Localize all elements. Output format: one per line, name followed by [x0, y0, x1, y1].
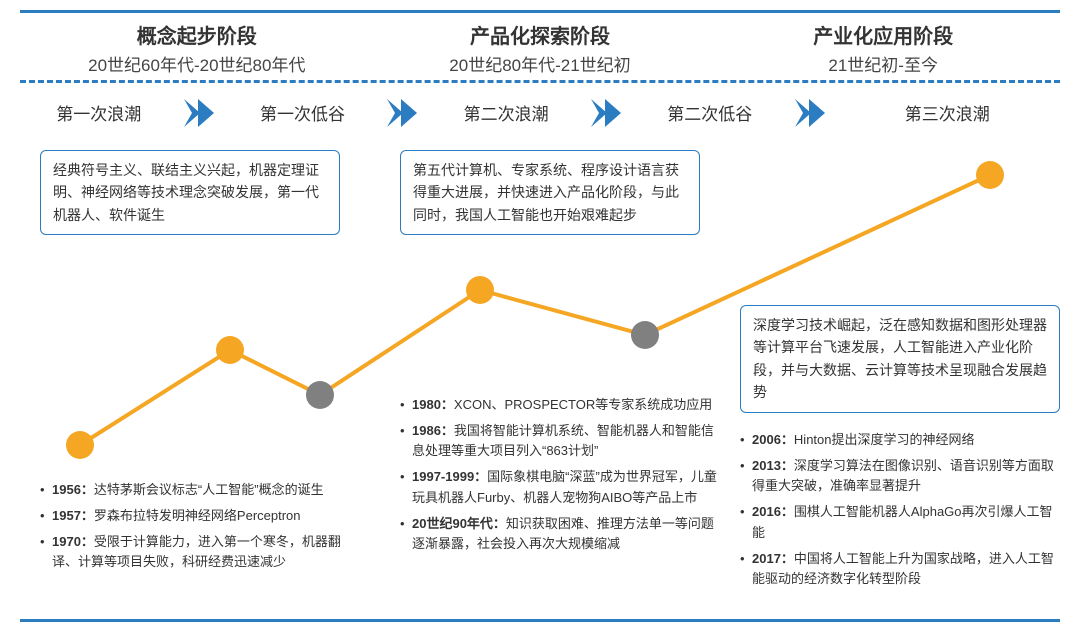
wave-label: 第三次浪潮 — [835, 95, 1060, 130]
bullet-text: 达特茅斯会议标志“人工智能”概念的诞生 — [94, 482, 324, 497]
bullet-text: 罗森布拉特发明神经网络Perceptron — [94, 508, 301, 523]
phase-desc-right: 深度学习技术崛起，泛在感知数据和图形处理器等计算平台飞速发展，人工智能进入产业化… — [740, 305, 1060, 413]
phase-title: 产业化应用阶段 — [706, 20, 1060, 49]
bullet-item: 1970：受限于计算能力，进入第一个寒冬，机器翻译、计算等项目失败，科研经费迅速… — [40, 532, 360, 572]
bullet-year: 1970： — [52, 534, 94, 549]
phase-title: 概念起步阶段 — [20, 20, 374, 49]
dashed-divider — [20, 80, 1060, 83]
timeline-dot — [306, 381, 334, 409]
bullet-item: 2017：中国将人工智能上升为国家战略，进入人工智能驱动的经济数字化转型阶段 — [740, 549, 1060, 589]
bullet-item: 1986：我国将智能计算机系统、智能机器人和智能信息处理等重大项目列入“863计… — [400, 421, 720, 461]
bullet-item: 2016：围棋人工智能机器人AlphaGo再次引爆人工智能 — [740, 502, 1060, 542]
bullet-text: 围棋人工智能机器人AlphaGo再次引爆人工智能 — [752, 504, 1053, 539]
bullet-year: 1986： — [412, 423, 454, 438]
timeline-dot — [976, 161, 1004, 189]
chevron-arrow-icon — [387, 99, 421, 127]
chevron-arrow-icon — [184, 99, 218, 127]
phase-subtitle: 21世纪初-至今 — [706, 51, 1060, 76]
phase-header: 产品化探索阶段20世纪80年代-21世纪初 — [374, 20, 707, 76]
bullet-year: 20世纪90年代： — [412, 516, 506, 531]
phase-desc-left: 经典符号主义、联结主义兴起，机器定理证明、神经网络等技术理念突破发展，第一代机器… — [40, 150, 340, 235]
bullets-mid: 1980：XCON、PROSPECTOR等专家系统成功应用1986：我国将智能计… — [400, 395, 720, 560]
bullet-item: 1956：达特茅斯会议标志“人工智能”概念的诞生 — [40, 480, 360, 500]
timeline-dot — [66, 431, 94, 459]
bullet-year: 1956： — [52, 482, 94, 497]
wave-label: 第二次浪潮 — [427, 95, 585, 130]
bullets-left: 1956：达特茅斯会议标志“人工智能”概念的诞生1957：罗森布拉特发明神经网络… — [40, 480, 360, 579]
chevron-arrow-icon — [795, 99, 829, 127]
phase-subtitle: 20世纪60年代-20世纪80年代 — [20, 51, 374, 76]
wave-label: 第一次浪潮 — [20, 95, 178, 130]
phase-header-row: 概念起步阶段20世纪60年代-20世纪80年代产品化探索阶段20世纪80年代-2… — [20, 20, 1060, 76]
timeline-dot — [216, 336, 244, 364]
bullet-year: 2016： — [752, 504, 794, 519]
phase-desc-mid: 第五代计算机、专家系统、程序设计语言获得重大进展，并快速进入产品化阶段，与此同时… — [400, 150, 700, 235]
phase-header: 概念起步阶段20世纪60年代-20世纪80年代 — [20, 20, 374, 76]
bullet-year: 1997-1999： — [412, 469, 487, 484]
bullet-item: 1980：XCON、PROSPECTOR等专家系统成功应用 — [400, 395, 720, 415]
bullet-item: 1957：罗森布拉特发明神经网络Perceptron — [40, 506, 360, 526]
wave-label: 第二次低谷 — [631, 95, 789, 130]
phase-header: 产业化应用阶段21世纪初-至今 — [706, 20, 1060, 76]
bullet-item: 2006：Hinton提出深度学习的神经网络 — [740, 430, 1060, 450]
bullet-year: 2006： — [752, 432, 794, 447]
bullet-year: 2013： — [752, 458, 794, 473]
bullet-item: 2013：深度学习算法在图像识别、语音识别等方面取得重大突破，准确率显著提升 — [740, 456, 1060, 496]
bullet-text: Hinton提出深度学习的神经网络 — [794, 432, 975, 447]
chevron-arrow-icon — [591, 99, 625, 127]
bullet-year: 1980： — [412, 397, 454, 412]
bullet-year: 2017： — [752, 551, 794, 566]
phase-title: 产品化探索阶段 — [374, 20, 707, 49]
top-rule — [20, 10, 1060, 13]
bullets-right: 2006：Hinton提出深度学习的神经网络2013：深度学习算法在图像识别、语… — [740, 430, 1060, 595]
bullet-text: 受限于计算能力，进入第一个寒冬，机器翻译、计算等项目失败，科研经费迅速减少 — [52, 534, 341, 569]
bullet-text: 我国将智能计算机系统、智能机器人和智能信息处理等重大项目列入“863计划” — [412, 423, 714, 458]
bullet-item: 1997-1999：国际象棋电脑“深蓝”成为世界冠军，儿童玩具机器人Furby、… — [400, 467, 720, 507]
wave-row: 第一次浪潮 第一次低谷 第二次浪潮 第二次低谷 第三次浪潮 — [20, 95, 1060, 130]
bullet-item: 20世纪90年代：知识获取困难、推理方法单一等问题逐渐暴露，社会投入再次大规模缩… — [400, 514, 720, 554]
phase-subtitle: 20世纪80年代-21世纪初 — [374, 51, 707, 76]
bullet-text: 深度学习算法在图像识别、语音识别等方面取得重大突破，准确率显著提升 — [752, 458, 1054, 493]
timeline-dot — [466, 276, 494, 304]
bullet-text: XCON、PROSPECTOR等专家系统成功应用 — [454, 397, 712, 412]
wave-label: 第一次低谷 — [224, 95, 382, 130]
bullet-text: 中国将人工智能上升为国家战略，进入人工智能驱动的经济数字化转型阶段 — [752, 551, 1054, 586]
timeline-dot — [631, 321, 659, 349]
bullet-year: 1957： — [52, 508, 94, 523]
bottom-rule — [20, 619, 1060, 622]
